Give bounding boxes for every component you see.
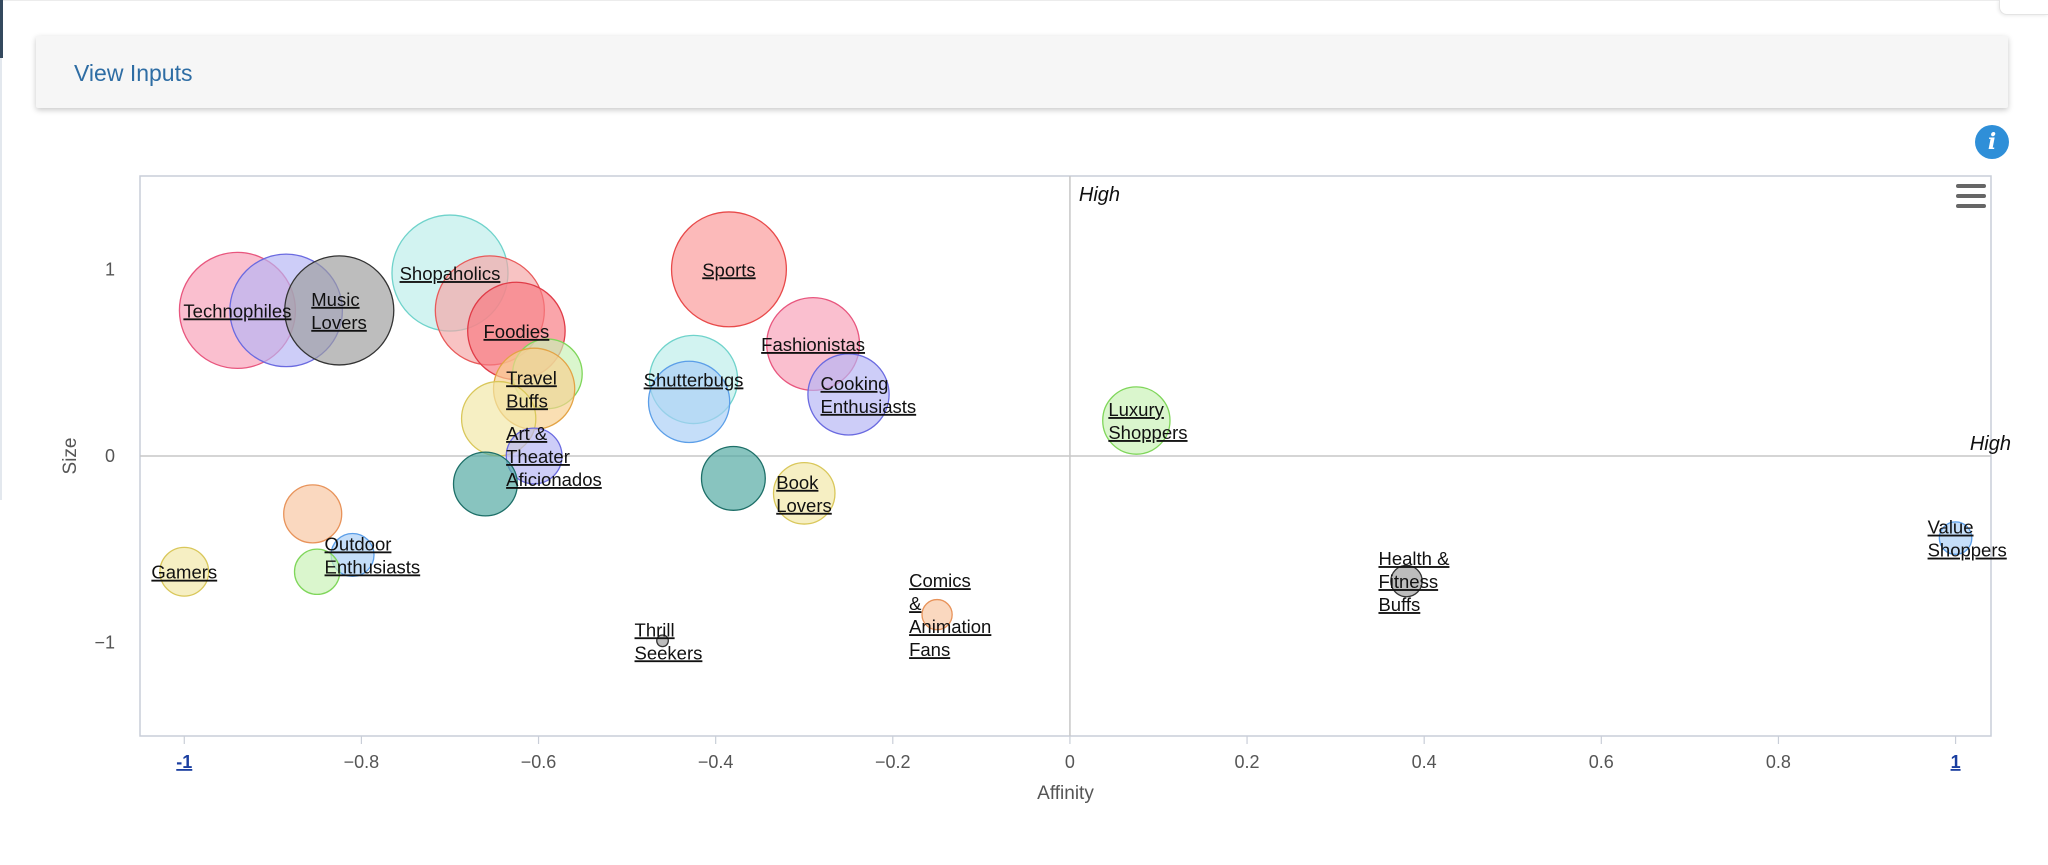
bubble-label[interactable]: Travel Buffs <box>506 367 557 411</box>
bubble-point[interactable] <box>670 211 788 328</box>
bubble-label[interactable]: Sports <box>702 259 755 280</box>
x-tick-label: 0 <box>1065 752 1075 772</box>
bubble-label[interactable]: Health & Fitness Buffs <box>1378 548 1450 615</box>
bubble-label[interactable]: Music Lovers <box>311 289 367 333</box>
bubble-point[interactable] <box>293 548 341 596</box>
corner-tab <box>1999 0 2048 15</box>
bubble-label[interactable]: Art & Theater Aficionados <box>506 423 602 490</box>
bubble-point[interactable] <box>656 634 669 648</box>
bubble-point[interactable] <box>647 360 731 444</box>
x-axis-title: Affinity <box>1037 783 1094 804</box>
bubble-point[interactable] <box>921 598 953 631</box>
y-tick-label: 1 <box>105 259 115 279</box>
bubble-label[interactable]: Fashionistas <box>761 334 865 355</box>
bubble-label[interactable]: Outdoor Enthusiasts <box>325 533 421 577</box>
x-tick-label: −0.4 <box>698 752 734 772</box>
x-tick-label: −0.8 <box>344 752 380 772</box>
bubble-point[interactable] <box>772 461 836 525</box>
x-tick-label: 0.2 <box>1235 752 1260 772</box>
x-axis-ticks: -1 −0.8 −0.6 −0.4 −0.2 0 0.2 0.4 0.6 0.8 1 <box>176 736 1961 772</box>
bubble-point[interactable] <box>505 427 563 485</box>
x-tick-label: 0.6 <box>1589 752 1614 772</box>
bubble-label[interactable]: Cooking Enthusiasts <box>821 373 917 417</box>
x-tick-label: 0.8 <box>1766 752 1791 772</box>
hamburger-menu-icon[interactable] <box>1956 184 1986 208</box>
bubble-label[interactable]: Comics & Animation Fans <box>909 570 991 660</box>
bubble-point[interactable] <box>159 546 210 597</box>
quadrant-label-right: High <box>1970 433 2011 455</box>
bubble-labels: Technophiles Music Lovers Shopaholics Foodie… <box>151 259 2006 663</box>
bubble-label[interactable]: Foodies <box>483 321 549 342</box>
bubble-label[interactable]: Technophiles <box>183 300 291 321</box>
bubble-label[interactable]: Thrill Seekers <box>635 619 703 663</box>
left-sidebar-tab <box>0 0 3 58</box>
bubble-point[interactable] <box>283 484 343 544</box>
y-axis-title: Size <box>60 438 81 475</box>
bubble-label[interactable]: Book Lovers <box>776 472 832 516</box>
view-inputs-panel[interactable]: View Inputs <box>36 36 2008 108</box>
left-sidebar-edge <box>0 0 2 500</box>
x-tick-label: −0.2 <box>875 752 911 772</box>
x-tick-label: 0.4 <box>1412 752 1437 772</box>
x-tick-label: −0.6 <box>521 752 557 772</box>
y-tick-label: −1 <box>94 633 115 653</box>
bubble-point[interactable] <box>1390 564 1423 598</box>
view-inputs-link[interactable]: View Inputs <box>74 60 193 86</box>
bubble-label[interactable]: Luxury Shoppers <box>1108 399 1187 443</box>
bubble-point[interactable] <box>452 451 518 517</box>
quadrant-label-top: High <box>1079 184 1120 206</box>
x-tick-label[interactable]: -1 <box>176 752 192 772</box>
bubble-point[interactable] <box>1938 521 1973 556</box>
bubble-label[interactable]: Shopaholics <box>400 263 501 284</box>
y-axis-ticks: 1 0 −1 <box>94 259 115 652</box>
bubble-label[interactable]: Shutterbugs <box>644 369 744 390</box>
bubble-label[interactable]: Value Shoppers <box>1928 517 2007 561</box>
bubble-point[interactable] <box>700 445 766 511</box>
top-rule <box>0 0 2048 1</box>
y-tick-label: 0 <box>105 446 115 466</box>
info-icon[interactable]: i <box>1975 125 2009 159</box>
bubble-series <box>159 211 1973 648</box>
bubble-point[interactable] <box>1102 386 1171 455</box>
crosshair-lines <box>140 176 1991 736</box>
bubble-point[interactable] <box>807 353 890 436</box>
bubble-point[interactable] <box>284 255 395 366</box>
bubble-label[interactable]: Gamers <box>151 562 217 583</box>
x-tick-label[interactable]: 1 <box>1951 752 1961 772</box>
